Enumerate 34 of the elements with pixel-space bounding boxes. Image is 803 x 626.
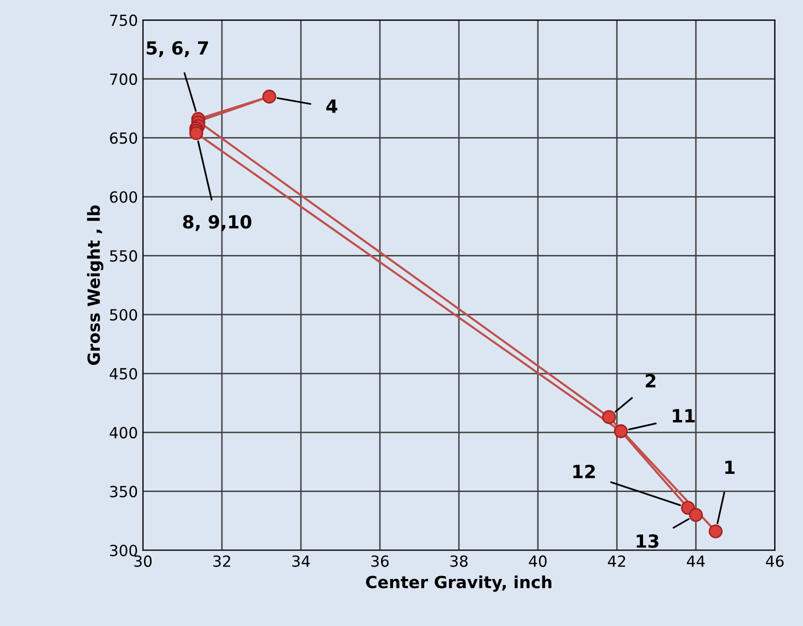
x-tick-label: 40 [528, 555, 547, 567]
y-tick-label: 500 [110, 309, 138, 321]
x-tick-label: 38 [450, 555, 468, 567]
y-tick-label: 700 [110, 73, 138, 85]
x-tick-label: 42 [608, 555, 626, 567]
annotation: 13 [636, 534, 658, 548]
y-tick-label: 300 [110, 544, 138, 556]
annotation: 1 [725, 460, 735, 474]
annotation: 12 [573, 464, 595, 478]
x-axis-title: Center Gravity, inch [366, 575, 552, 592]
x-tick-label: 46 [766, 555, 784, 567]
annotation: 5, 6, 7 [146, 41, 208, 58]
point [262, 90, 276, 104]
annotation: 11 [672, 409, 695, 422]
y-tick-label: 750 [110, 14, 138, 26]
point [688, 508, 703, 522]
annotation: 4 [326, 100, 338, 113]
x-tick-label: 34 [292, 555, 310, 567]
y-tick-label: 400 [110, 426, 138, 438]
annotation: 2 [646, 374, 656, 388]
y-tick-label: 350 [110, 486, 138, 498]
point [189, 126, 204, 140]
x-tick-label: 30 [134, 555, 152, 567]
y-tick-label: 600 [110, 191, 138, 203]
point [602, 410, 616, 424]
point [614, 424, 628, 438]
x-tick-label: 44 [686, 556, 705, 567]
x-tick-label: 32 [213, 555, 230, 567]
x-tick-label: 36 [371, 555, 389, 567]
y-tick-label: 450 [110, 368, 138, 380]
point [708, 524, 723, 538]
y-tick-label: 550 [110, 250, 138, 262]
y-tick-label: 650 [110, 132, 138, 144]
y-axis-title: Gross Weight , lb [87, 205, 104, 365]
